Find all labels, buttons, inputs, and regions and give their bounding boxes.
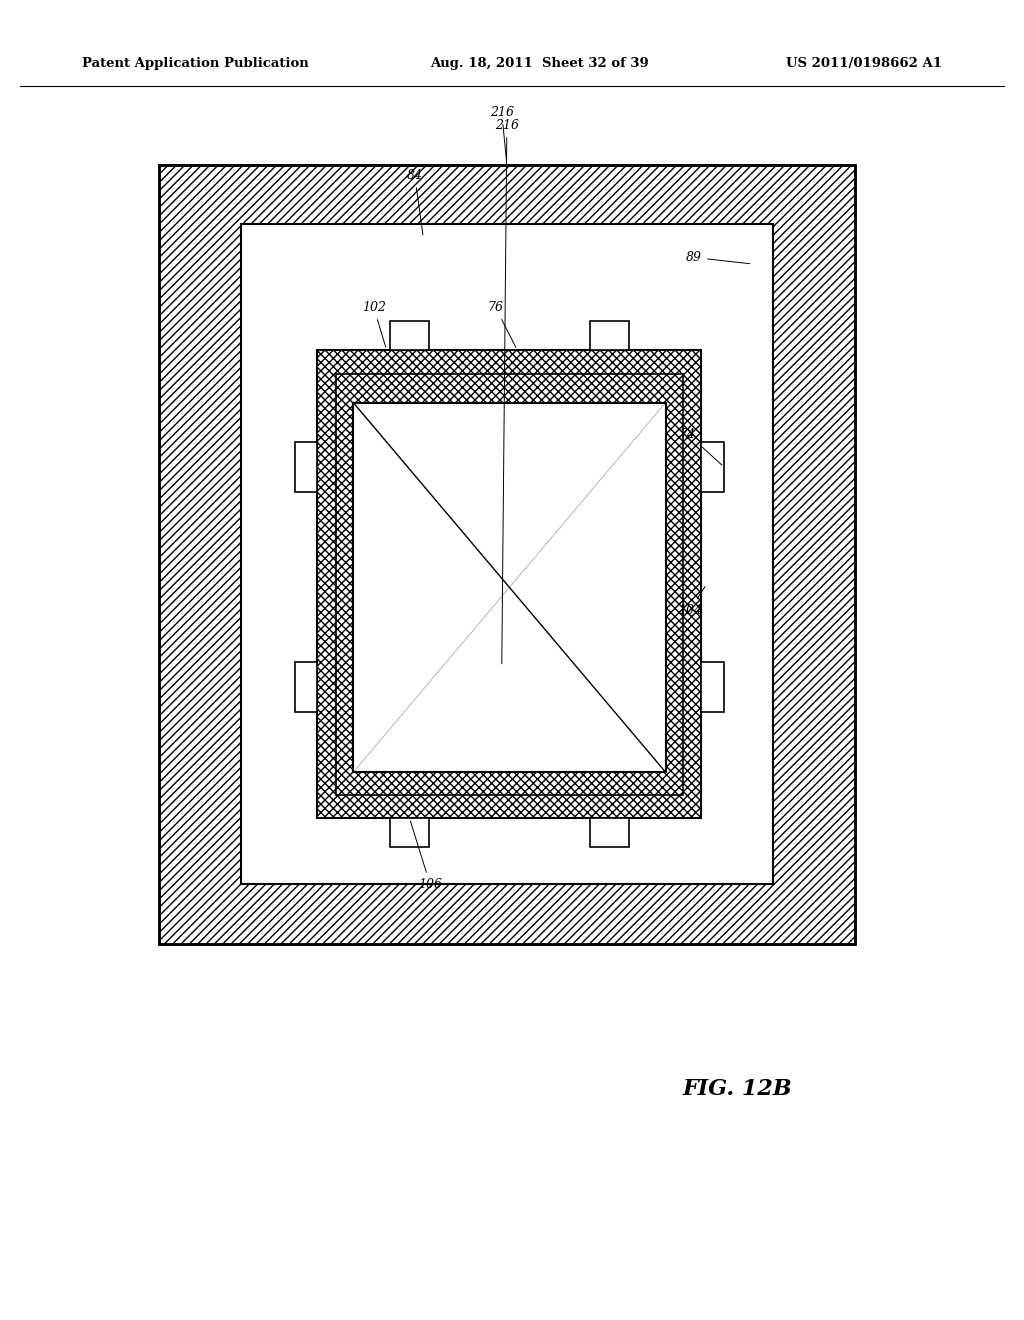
Bar [390, 321, 429, 350]
Text: 84: 84 [407, 169, 423, 235]
Bar [590, 321, 629, 350]
Text: 89: 89 [686, 251, 750, 264]
Bar [241, 224, 773, 884]
Bar [241, 224, 773, 884]
Bar [159, 165, 855, 944]
Bar [295, 442, 317, 492]
Text: Patent Application Publication: Patent Application Publication [82, 57, 308, 70]
Text: 102: 102 [361, 301, 386, 347]
Text: 76: 76 [487, 301, 516, 347]
Bar [336, 374, 683, 795]
Bar [159, 165, 855, 944]
Text: 74: 74 [680, 428, 722, 465]
Bar [701, 442, 724, 492]
Text: 216: 216 [489, 106, 514, 162]
Bar [317, 350, 701, 818]
Text: Aug. 18, 2011  Sheet 32 of 39: Aug. 18, 2011 Sheet 32 of 39 [430, 57, 649, 70]
Bar [353, 403, 666, 772]
Bar [241, 224, 773, 350]
Text: FIG. 12B: FIG. 12B [682, 1078, 793, 1100]
Bar [701, 350, 773, 818]
Text: US 2011/0198662 A1: US 2011/0198662 A1 [786, 57, 942, 70]
Bar [241, 350, 317, 818]
Text: 216: 216 [495, 119, 519, 664]
Text: 106: 106 [411, 821, 442, 891]
Bar [241, 818, 773, 884]
Bar [295, 663, 317, 713]
Bar [353, 403, 666, 772]
Bar [590, 818, 629, 847]
Bar [390, 818, 429, 847]
Text: 104: 104 [678, 586, 706, 616]
Bar [701, 663, 724, 713]
